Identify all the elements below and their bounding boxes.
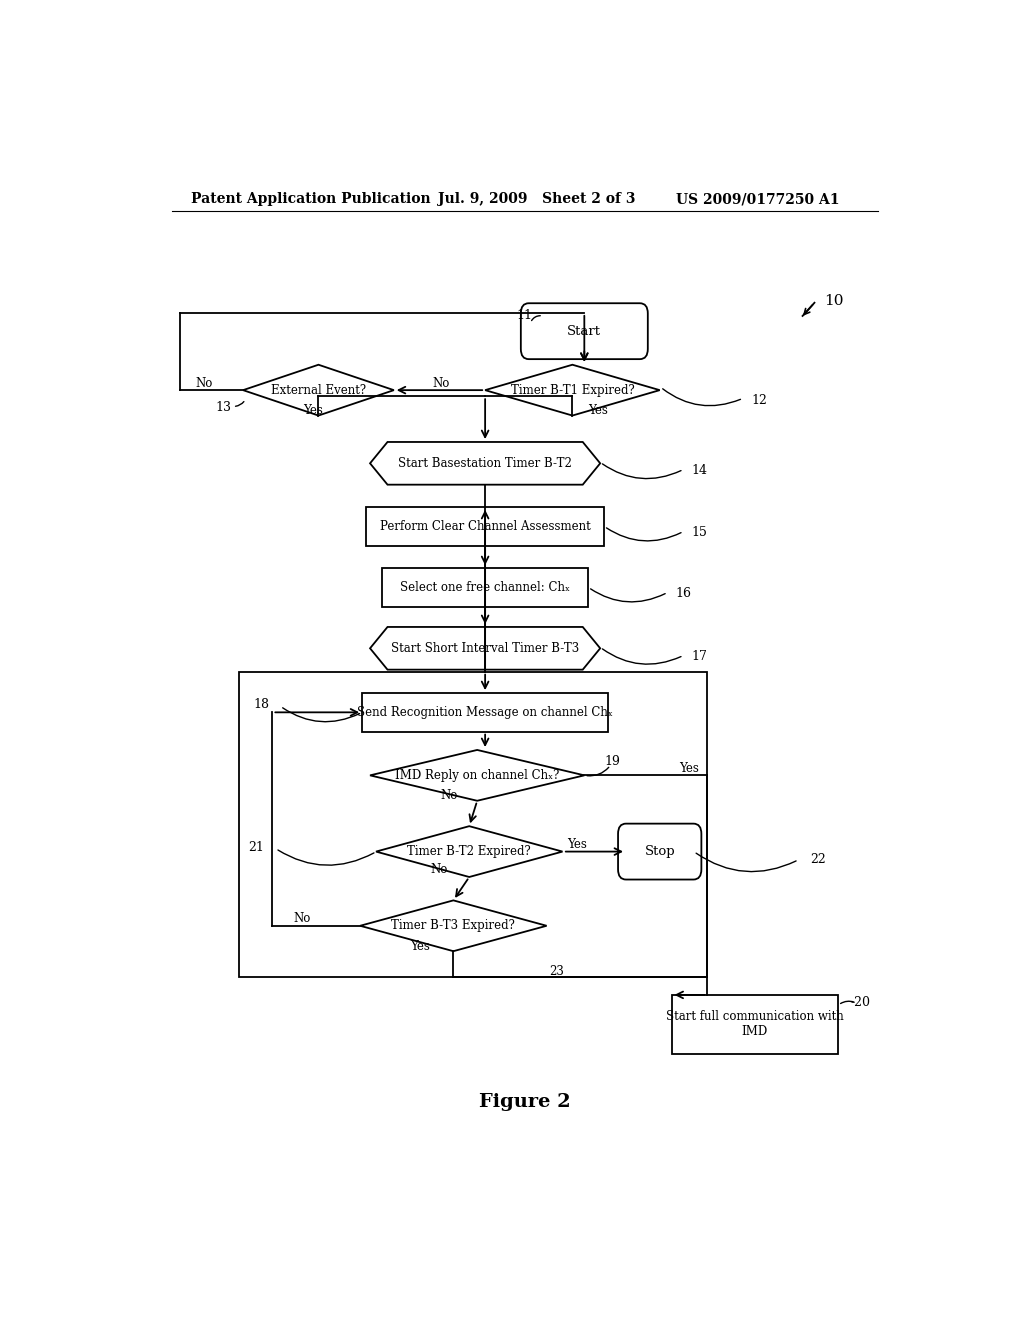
Text: No: No — [430, 863, 447, 876]
Text: Patent Application Publication: Patent Application Publication — [191, 191, 431, 206]
Bar — [672, 995, 839, 1053]
Text: Timer B-T3 Expired?: Timer B-T3 Expired? — [391, 919, 515, 932]
Text: 17: 17 — [691, 649, 708, 663]
Text: Start full communication with
IMD: Start full communication with IMD — [666, 1010, 844, 1039]
Text: Yes: Yes — [680, 762, 699, 775]
Text: Yes: Yes — [567, 838, 587, 851]
Text: 19: 19 — [604, 755, 621, 768]
Text: Start: Start — [567, 325, 601, 338]
Text: Perform Clear Channel Assessment: Perform Clear Channel Assessment — [380, 520, 591, 533]
Text: Yes: Yes — [410, 940, 430, 953]
Text: No: No — [433, 376, 451, 389]
Text: No: No — [196, 376, 213, 389]
Text: Start Basestation Timer B-T2: Start Basestation Timer B-T2 — [398, 457, 572, 470]
Text: No: No — [440, 789, 458, 803]
Polygon shape — [485, 364, 659, 416]
Bar — [382, 568, 588, 607]
Text: 15: 15 — [691, 525, 708, 539]
Text: Timer B-T2 Expired?: Timer B-T2 Expired? — [408, 845, 531, 858]
Text: Yes: Yes — [588, 404, 608, 417]
Text: 21: 21 — [249, 841, 264, 854]
Text: Timer B-T1 Expired?: Timer B-T1 Expired? — [511, 384, 634, 396]
Bar — [367, 507, 604, 545]
Text: Yes: Yes — [303, 404, 323, 417]
FancyBboxPatch shape — [521, 304, 648, 359]
Polygon shape — [370, 442, 600, 484]
Text: Select one free channel: Chₓ: Select one free channel: Chₓ — [400, 581, 570, 594]
Text: 14: 14 — [691, 463, 708, 477]
Text: Send Recognition Message on channel Chₓ: Send Recognition Message on channel Chₓ — [357, 706, 613, 719]
Bar — [362, 693, 608, 731]
Text: 13: 13 — [215, 401, 231, 414]
Bar — [240, 672, 708, 977]
Text: Jul. 9, 2009   Sheet 2 of 3: Jul. 9, 2009 Sheet 2 of 3 — [437, 191, 635, 206]
Polygon shape — [370, 750, 585, 801]
Text: 16: 16 — [676, 587, 691, 599]
Text: External Event?: External Event? — [271, 384, 366, 396]
Text: IMD Reply on channel Chₓ?: IMD Reply on channel Chₓ? — [395, 768, 559, 781]
Polygon shape — [370, 627, 600, 669]
Text: 18: 18 — [253, 698, 269, 710]
Text: 23: 23 — [549, 965, 564, 978]
Text: Start Short Interval Timer B-T3: Start Short Interval Timer B-T3 — [391, 642, 580, 655]
Text: Stop: Stop — [644, 845, 675, 858]
Text: Figure 2: Figure 2 — [479, 1093, 570, 1110]
Text: 22: 22 — [811, 853, 826, 866]
Text: 10: 10 — [824, 293, 844, 308]
Text: US 2009/0177250 A1: US 2009/0177250 A1 — [676, 191, 839, 206]
Text: 11: 11 — [517, 309, 532, 322]
FancyBboxPatch shape — [618, 824, 701, 879]
Text: No: No — [293, 912, 310, 925]
Polygon shape — [360, 900, 547, 952]
Text: -20: -20 — [850, 995, 870, 1008]
Polygon shape — [376, 826, 562, 876]
Text: 12: 12 — [751, 393, 767, 407]
Polygon shape — [243, 364, 394, 416]
